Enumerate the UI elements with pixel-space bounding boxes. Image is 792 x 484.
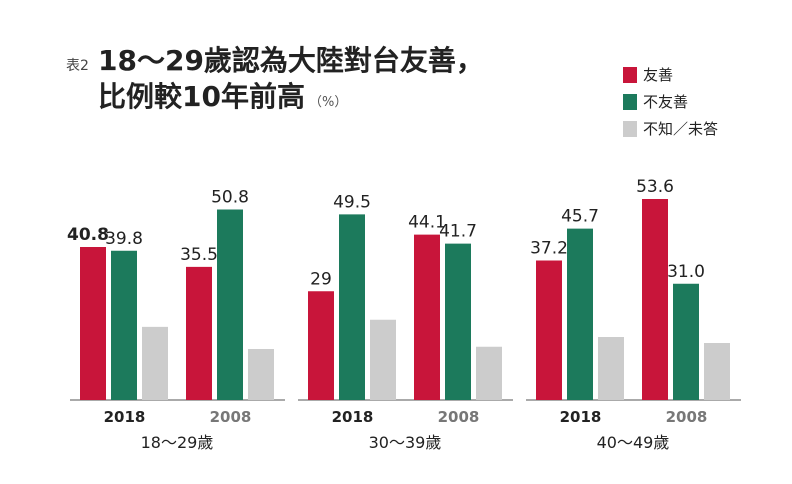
bar (642, 199, 668, 400)
bar (476, 346, 502, 400)
bar (248, 349, 274, 400)
bar (186, 266, 212, 400)
legend-label: 友善 (643, 66, 673, 84)
legend-swatch (623, 67, 637, 83)
value-label: 31.0 (667, 262, 705, 282)
value-label: 41.7 (439, 222, 477, 242)
title-line: 18～29歲認為大陸對台友善， (98, 44, 484, 77)
value-label: 35.5 (180, 245, 218, 265)
category-label: 2008 (438, 408, 480, 426)
value-label: 39.8 (105, 229, 143, 249)
bar (308, 291, 334, 400)
bar (598, 337, 624, 400)
category-label: 2008 (210, 408, 252, 426)
bar (445, 243, 471, 400)
legend-label: 不知／未答 (643, 120, 718, 138)
legend-label: 不友善 (643, 93, 688, 111)
value-label: 37.2 (530, 239, 568, 259)
bar (80, 247, 106, 400)
category-label: 2008 (666, 408, 708, 426)
category-label: 2018 (560, 408, 602, 426)
x-axis-label: 40～49歲 (597, 433, 670, 452)
table-tag: 表2 (66, 58, 89, 74)
bar (339, 214, 365, 400)
value-label: 40.8 (67, 225, 109, 245)
value-label: 45.7 (561, 207, 599, 227)
unit-label: （%） (309, 95, 347, 110)
bar (536, 260, 562, 400)
value-label: 53.6 (636, 177, 674, 197)
bar (567, 228, 593, 400)
bar (370, 319, 396, 400)
value-label: 49.5 (333, 192, 371, 212)
category-label: 2018 (332, 408, 374, 426)
bar (217, 209, 243, 400)
value-label: 50.8 (211, 188, 249, 208)
x-axis-label: 30～39歲 (369, 433, 442, 452)
value-label: 44.1 (408, 213, 446, 233)
title-line: 比例較10年前高 (98, 80, 305, 113)
x-axis-label: 18～29歲 (141, 433, 214, 452)
bar (414, 234, 440, 400)
bar (704, 343, 730, 400)
legend-swatch (623, 94, 637, 110)
bar (142, 326, 168, 400)
bar (673, 283, 699, 400)
legend-swatch (623, 121, 637, 137)
value-label: 29 (310, 269, 332, 289)
category-label: 2018 (104, 408, 146, 426)
bar (111, 250, 137, 400)
